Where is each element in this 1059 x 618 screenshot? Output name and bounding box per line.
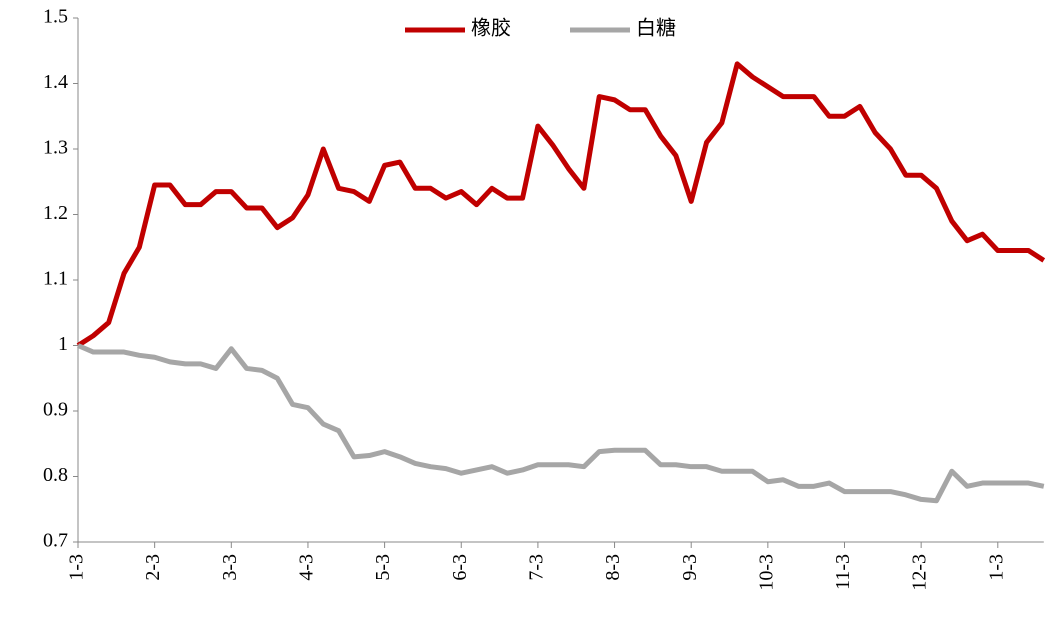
y-tick-label: 1.5 [43, 6, 68, 28]
y-tick-label: 1.3 [43, 137, 68, 159]
legend-label: 橡胶 [471, 17, 511, 40]
series-line [76, 61, 1046, 348]
x-tick-label: 7-3 [525, 554, 547, 581]
x-tick-label: 1-3 [985, 554, 1007, 581]
y-tick-label: 1.2 [43, 202, 68, 224]
y-tick-label: 1.4 [43, 71, 68, 93]
x-tick-label: 9-3 [679, 554, 701, 581]
y-tick-label: 1.1 [43, 268, 68, 290]
legend-label: 白糖 [636, 17, 676, 40]
x-tick-label: 11-3 [832, 554, 854, 590]
y-tick-label: 0.8 [43, 464, 68, 486]
series-line [77, 343, 1045, 504]
x-tick-label: 6-3 [449, 554, 471, 581]
x-tick-label: 1-3 [66, 554, 88, 581]
x-tick-label: 12-3 [909, 554, 931, 591]
x-tick-label: 5-3 [372, 554, 394, 581]
x-tick-label: 8-3 [602, 554, 624, 581]
y-tick-label: 1 [58, 333, 68, 355]
y-tick-label: 0.9 [43, 399, 68, 421]
y-tick-label: 0.7 [43, 530, 68, 552]
x-tick-label: 10-3 [755, 554, 777, 591]
x-tick-label: 2-3 [142, 554, 164, 581]
x-tick-label: 4-3 [296, 554, 318, 581]
x-tick-label: 3-3 [219, 554, 241, 581]
